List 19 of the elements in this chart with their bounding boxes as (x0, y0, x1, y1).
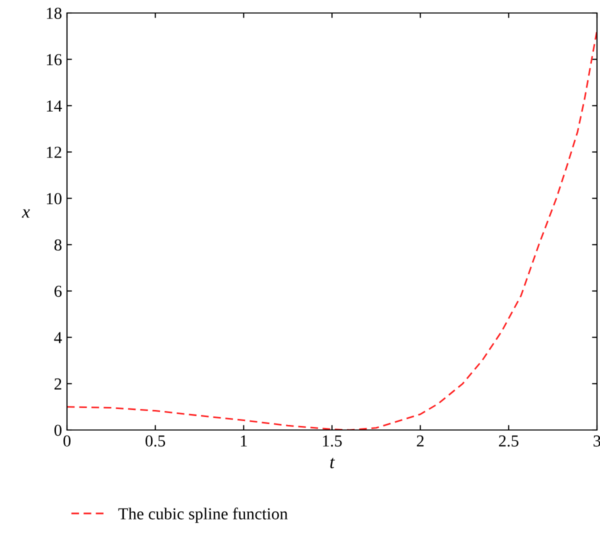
legend-label: The cubic spline function (118, 508, 288, 523)
y-axis-title: x (22, 209, 30, 218)
y-tick-label: 12 (46, 146, 62, 158)
x-axis-title: t (330, 458, 335, 468)
x-tick-label: 0.5 (146, 435, 166, 447)
y-tick-label: 18 (46, 8, 62, 19)
y-tick-label: 8 (54, 239, 62, 251)
y-tick-label: 14 (46, 100, 62, 112)
x-tick-label: 1.5 (323, 435, 342, 447)
y-tick-label: 6 (54, 286, 62, 297)
y-tick-label: 10 (46, 193, 62, 204)
x-tick-label: 0 (63, 435, 71, 447)
y-tick-label: 16 (46, 54, 62, 66)
y-tick-label: 0 (54, 424, 62, 436)
y-tick-label: 4 (54, 332, 62, 344)
y-tick-label: 2 (54, 378, 62, 390)
x-tick-label: 2.5 (498, 435, 518, 447)
x-tick-label: 1 (240, 435, 247, 446)
x-tick-label: 2 (416, 435, 424, 446)
